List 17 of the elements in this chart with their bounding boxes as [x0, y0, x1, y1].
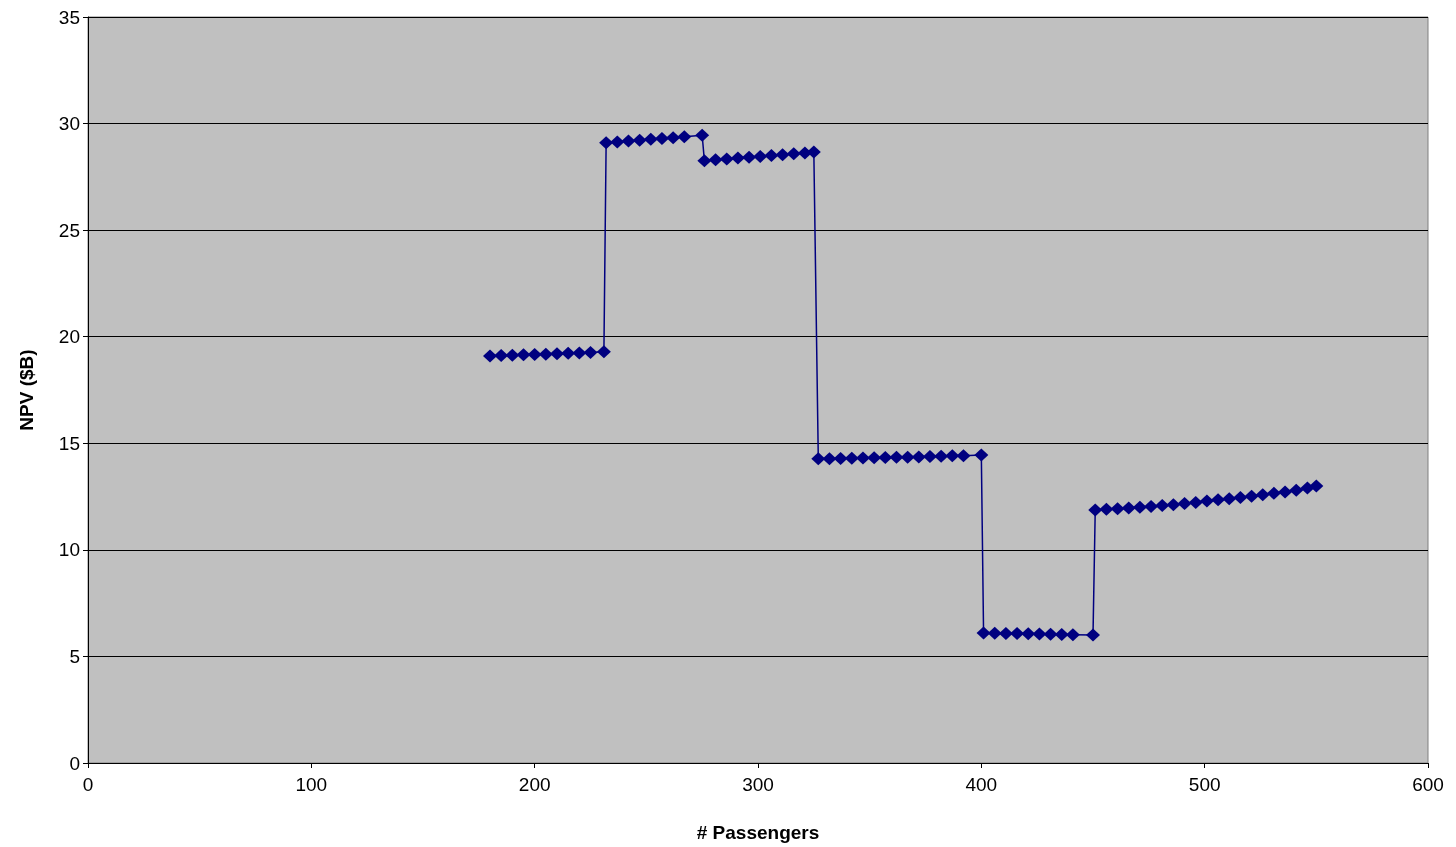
x-tick-label: 300: [742, 774, 774, 795]
y-tick-label: 25: [58, 219, 80, 241]
y-tick-label: 15: [58, 432, 80, 454]
y-axis-title: NPV ($B): [16, 349, 37, 431]
x-tick-label: 100: [295, 774, 328, 795]
y-tick-label: 5: [69, 645, 80, 667]
x-tick-label: 0: [82, 774, 94, 795]
x-tick-label: 200: [518, 774, 551, 795]
x-tick-label: 400: [965, 774, 998, 795]
x-tick-label: 500: [1188, 774, 1221, 795]
y-tick-label: 35: [58, 6, 80, 28]
y-tick-label: 0: [69, 752, 80, 774]
x-axis-title: # Passengers: [696, 822, 820, 843]
y-tick-label: 10: [58, 539, 80, 561]
x-tick-label: 600: [1412, 774, 1444, 795]
y-tick-label: 30: [58, 113, 80, 135]
y-tick-label: 20: [58, 326, 80, 348]
